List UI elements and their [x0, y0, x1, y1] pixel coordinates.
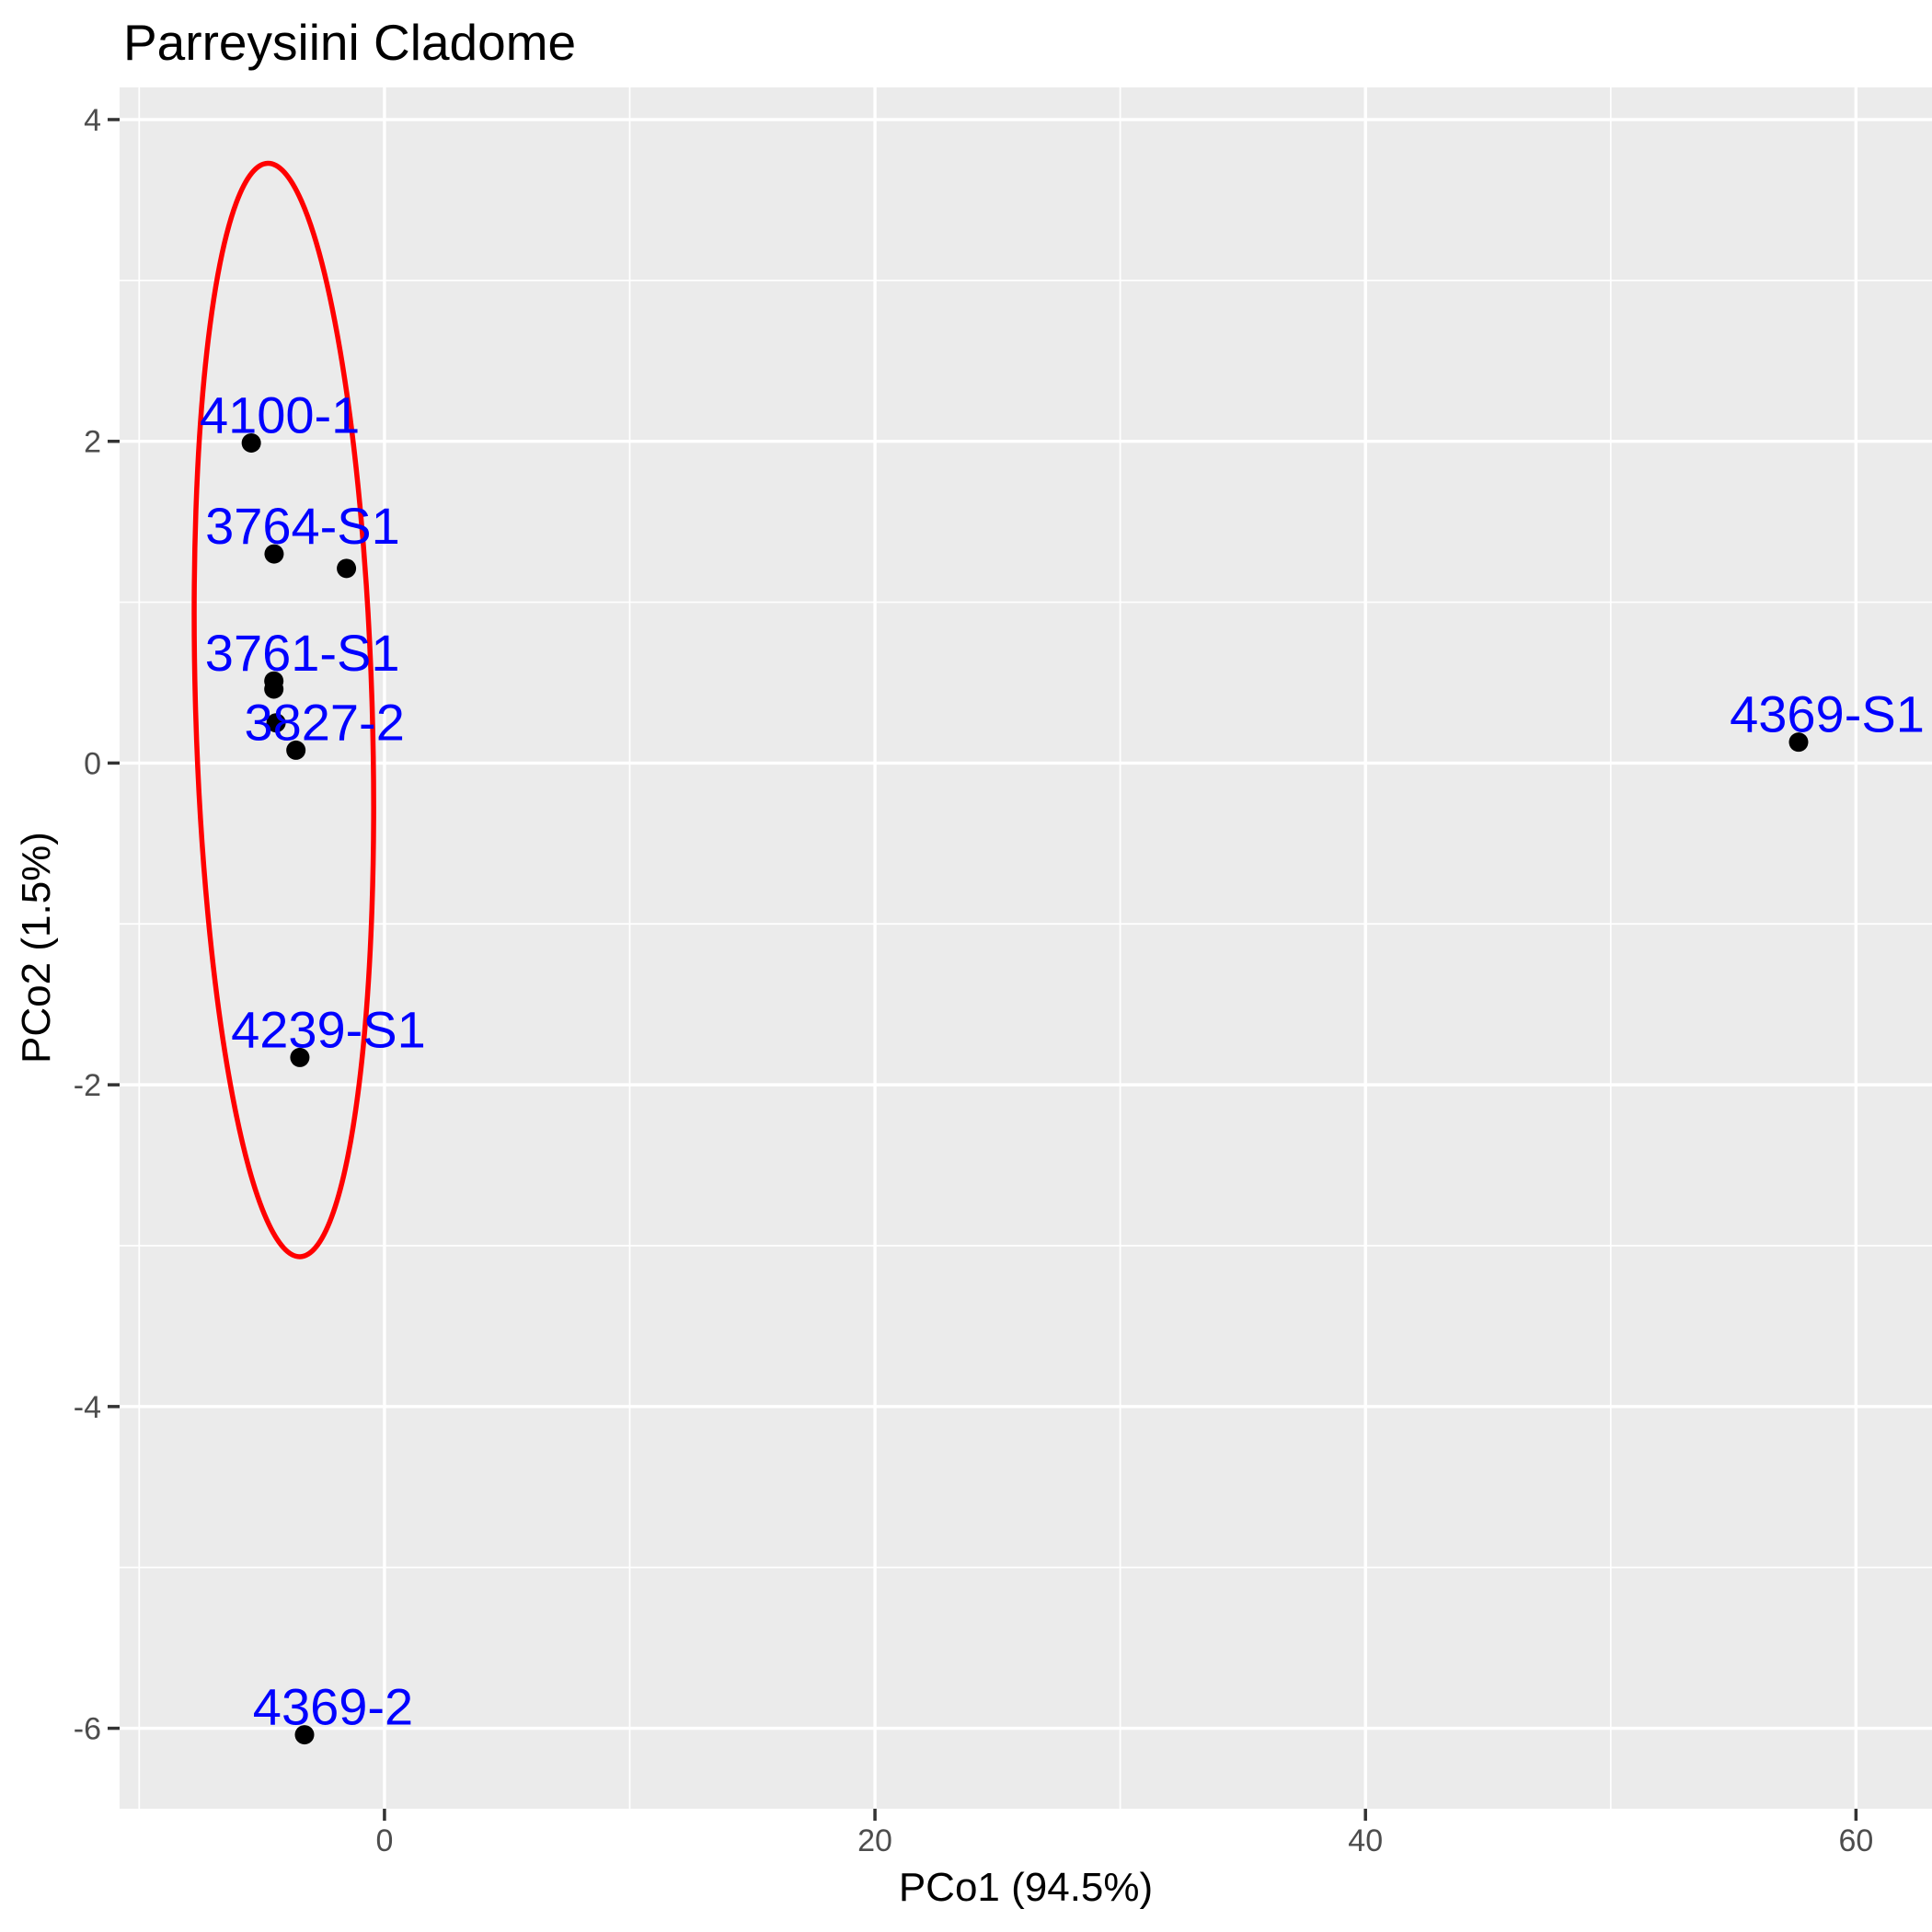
point-label-3764-S1: 3764-S1: [205, 497, 400, 555]
point-label-4369-2: 4369-2: [253, 1678, 413, 1736]
data-point-unlabeled-4: [264, 679, 284, 699]
confidence-ellipse: [191, 160, 376, 1259]
data-point-4100-1: [241, 432, 261, 453]
plot-title: Parreysiini Cladome: [123, 14, 577, 71]
y-tick-label-5: -6: [74, 1712, 101, 1747]
x-tick-label-3: 60: [1838, 1823, 1873, 1858]
y-tick-label-2: 0: [84, 746, 101, 781]
data-point-3827-2: [286, 740, 306, 760]
point-label-3827-2: 3827-2: [244, 693, 404, 751]
data-point-unlabeled-2: [337, 558, 357, 579]
y-tick-label-4: -4: [74, 1390, 101, 1425]
data-point-4239-S1: [290, 1047, 310, 1067]
y-tick-label-1: 2: [84, 425, 101, 460]
point-label-4239-S1: 4239-S1: [231, 1000, 426, 1058]
data-point-unlabeled-5: [266, 713, 286, 733]
x-tick-label-2: 40: [1348, 1823, 1383, 1858]
y-tick-label-3: -2: [74, 1068, 101, 1103]
point-label-3761-S1: 3761-S1: [205, 624, 400, 682]
data-point-3764-S1: [264, 544, 284, 564]
point-label-4100-1: 4100-1: [200, 385, 360, 443]
y-tick-label-0: 4: [84, 103, 101, 138]
y-axis-title: PCo2 (1.5%): [14, 832, 59, 1064]
point-label-4369-S1: 4369-S1: [1730, 685, 1925, 743]
x-tick-label-1: 20: [857, 1823, 892, 1858]
panel-background: [120, 87, 1932, 1809]
data-point-4369-2: [294, 1725, 315, 1745]
x-axis-title: PCo1 (94.5%): [898, 1865, 1154, 1910]
x-tick-label-0: 0: [375, 1823, 393, 1858]
data-point-4369-S1: [1788, 732, 1809, 753]
